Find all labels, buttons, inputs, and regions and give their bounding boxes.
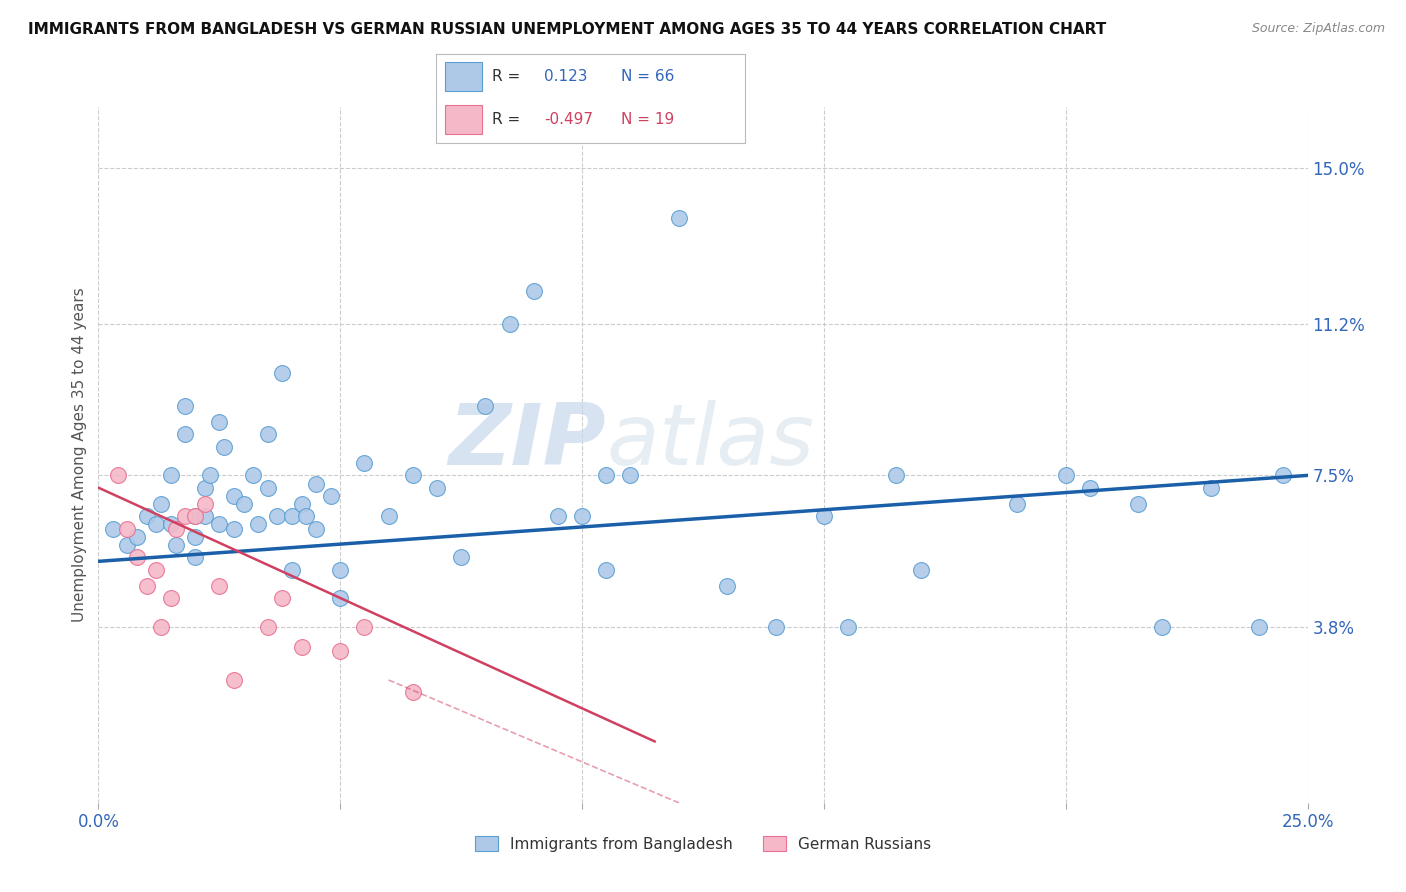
Point	[174, 509, 197, 524]
Point	[212, 440, 235, 454]
Point	[165, 522, 187, 536]
Point	[426, 481, 449, 495]
Text: -0.497: -0.497	[544, 112, 593, 127]
Point	[222, 673, 245, 687]
Text: N = 19: N = 19	[621, 112, 675, 127]
Point	[160, 468, 183, 483]
Point	[160, 517, 183, 532]
Point	[256, 481, 278, 495]
Point	[271, 366, 294, 380]
Point	[208, 517, 231, 532]
Point	[305, 476, 328, 491]
Point	[232, 497, 254, 511]
Point	[198, 468, 221, 483]
Point	[295, 509, 318, 524]
Point	[886, 468, 908, 483]
Point	[402, 685, 425, 699]
Point	[160, 591, 183, 606]
Point	[184, 509, 207, 524]
Point	[281, 509, 304, 524]
Point	[222, 489, 245, 503]
Point	[595, 562, 617, 576]
Point	[247, 517, 270, 532]
Point	[1128, 497, 1150, 511]
Point	[174, 427, 197, 442]
Point	[150, 620, 173, 634]
Point	[256, 427, 278, 442]
Point	[194, 509, 217, 524]
Point	[194, 481, 217, 495]
Point	[498, 317, 520, 331]
Point	[242, 468, 264, 483]
Point	[813, 509, 835, 524]
Point	[184, 509, 207, 524]
Point	[837, 620, 859, 634]
Point	[353, 620, 375, 634]
Point	[127, 550, 149, 565]
Bar	[446, 105, 482, 134]
Point	[117, 522, 139, 536]
Point	[1152, 620, 1174, 634]
Point	[353, 456, 375, 470]
Point	[222, 522, 245, 536]
Point	[145, 517, 167, 532]
Point	[910, 562, 932, 576]
Point	[107, 468, 129, 483]
Point	[402, 468, 425, 483]
Point	[281, 562, 304, 576]
Point	[174, 399, 197, 413]
Point	[150, 497, 173, 511]
Point	[1249, 620, 1271, 634]
Point	[101, 522, 124, 536]
Point	[377, 509, 399, 524]
Point	[271, 591, 294, 606]
Point	[329, 644, 352, 658]
Point	[523, 284, 546, 298]
Point	[184, 530, 207, 544]
Point	[208, 415, 231, 429]
Point	[595, 468, 617, 483]
Point	[1078, 481, 1101, 495]
Point	[305, 522, 328, 536]
Point	[1007, 497, 1029, 511]
Point	[127, 530, 149, 544]
Point	[184, 550, 207, 565]
Text: 0.123: 0.123	[544, 70, 588, 84]
Text: atlas: atlas	[606, 400, 814, 483]
Point	[266, 509, 288, 524]
Text: R =: R =	[492, 112, 520, 127]
Point	[571, 509, 593, 524]
Point	[1272, 468, 1295, 483]
Point	[319, 489, 342, 503]
Point	[474, 399, 496, 413]
Bar	[446, 62, 482, 91]
Point	[290, 497, 312, 511]
Text: IMMIGRANTS FROM BANGLADESH VS GERMAN RUSSIAN UNEMPLOYMENT AMONG AGES 35 TO 44 YE: IMMIGRANTS FROM BANGLADESH VS GERMAN RUS…	[28, 22, 1107, 37]
Point	[547, 509, 569, 524]
Point	[329, 591, 352, 606]
Text: R =: R =	[492, 70, 520, 84]
Point	[329, 562, 352, 576]
Text: ZIP: ZIP	[449, 400, 606, 483]
Point	[145, 562, 167, 576]
Y-axis label: Unemployment Among Ages 35 to 44 years: Unemployment Among Ages 35 to 44 years	[72, 287, 87, 623]
Point	[135, 579, 157, 593]
Point	[765, 620, 787, 634]
Point	[208, 579, 231, 593]
Point	[165, 538, 187, 552]
Point	[1054, 468, 1077, 483]
Point	[256, 620, 278, 634]
Point	[290, 640, 312, 655]
Point	[716, 579, 738, 593]
Point	[450, 550, 472, 565]
Point	[619, 468, 641, 483]
Point	[117, 538, 139, 552]
Legend: Immigrants from Bangladesh, German Russians: Immigrants from Bangladesh, German Russi…	[468, 830, 938, 858]
Point	[135, 509, 157, 524]
Text: N = 66: N = 66	[621, 70, 675, 84]
Point	[194, 497, 217, 511]
Text: Source: ZipAtlas.com: Source: ZipAtlas.com	[1251, 22, 1385, 36]
Point	[1199, 481, 1222, 495]
Point	[668, 211, 690, 225]
